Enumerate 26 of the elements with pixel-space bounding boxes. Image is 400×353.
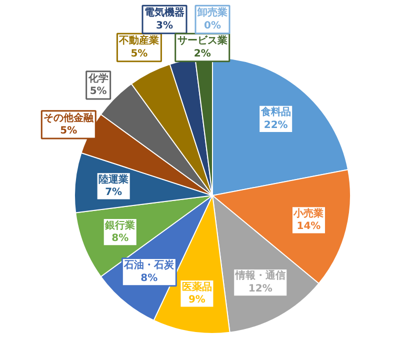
slice-label: サービス業 bbox=[177, 34, 228, 47]
slice-label: 不動産業 bbox=[118, 34, 160, 47]
data-label: 5% bbox=[130, 48, 148, 60]
slice-label: その他金融 bbox=[44, 112, 95, 124]
slice-label: 情報・通信 bbox=[234, 270, 286, 282]
data-label: 3% bbox=[156, 20, 173, 32]
data-label: 12% bbox=[248, 283, 272, 294]
data-label: 14% bbox=[296, 221, 321, 232]
slice-label: 医薬品 bbox=[182, 280, 212, 293]
slice-label: 食料品 bbox=[260, 106, 291, 118]
slice-label: 銀行業 bbox=[104, 219, 136, 232]
data-label: 5% bbox=[60, 126, 78, 137]
text: 0% bbox=[204, 20, 221, 32]
slice-label: 陸運業 bbox=[98, 173, 129, 186]
slice-label: 電気機器 bbox=[144, 6, 184, 19]
data-label: 2% bbox=[194, 48, 211, 60]
data-label: 8% bbox=[112, 232, 129, 244]
data-label: 9% bbox=[188, 294, 206, 306]
slice-label: 化学 bbox=[87, 72, 108, 84]
data-label: 5% bbox=[90, 86, 107, 98]
category-label: 卸売業 bbox=[198, 8, 228, 19]
data-label: 7% bbox=[105, 186, 122, 198]
data-label: 8% bbox=[140, 272, 158, 284]
slice-label: 石油・石炭 bbox=[123, 259, 176, 272]
data-label: 22% bbox=[264, 120, 288, 131]
slice-label: 小売業 bbox=[292, 207, 324, 220]
